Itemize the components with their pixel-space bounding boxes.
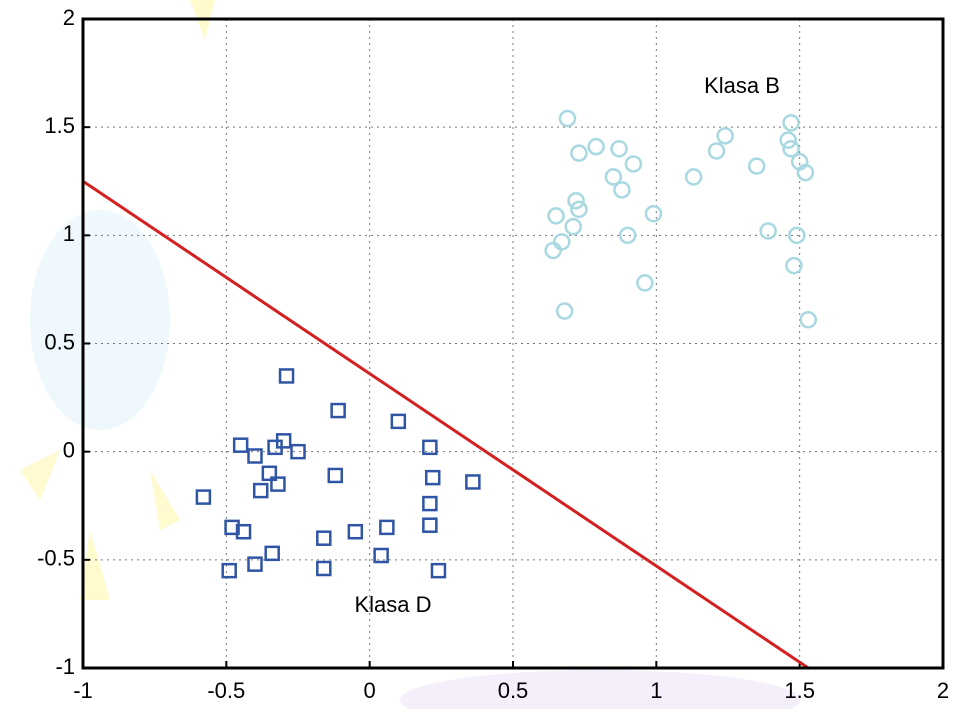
point — [759, 222, 777, 240]
y-tick-label: 2 — [63, 5, 75, 30]
point — [796, 163, 815, 182]
point — [552, 233, 571, 251]
point — [644, 204, 663, 223]
point — [379, 519, 395, 536]
point — [430, 562, 447, 579]
point — [316, 560, 332, 577]
y-tick-label: -0.5 — [37, 546, 75, 571]
annotation: Klasa D — [354, 592, 431, 617]
point — [247, 448, 263, 464]
point — [465, 474, 481, 490]
point — [799, 310, 818, 329]
point — [275, 433, 292, 449]
y-tick-label: 1 — [63, 221, 75, 246]
x-tick-label: -1 — [73, 678, 93, 703]
background-decoration — [20, 0, 800, 714]
point — [252, 482, 269, 499]
point — [570, 200, 588, 219]
point — [422, 439, 438, 456]
decision-line — [82, 180, 810, 670]
point — [422, 517, 438, 533]
point — [232, 437, 249, 453]
point — [224, 519, 240, 536]
point — [782, 140, 800, 158]
point — [779, 131, 797, 149]
point — [547, 207, 565, 225]
point — [424, 469, 441, 486]
point — [747, 157, 766, 175]
point — [373, 547, 389, 564]
point — [613, 181, 631, 199]
x-tick-label: 2 — [937, 678, 949, 703]
point — [195, 489, 212, 505]
point — [390, 413, 407, 430]
point — [610, 140, 628, 158]
x-tick-label: 1.5 — [784, 678, 815, 703]
point — [544, 241, 562, 260]
point — [636, 274, 654, 292]
point — [261, 465, 278, 482]
x-tick-label: 1 — [650, 678, 662, 703]
plot-border — [81, 17, 945, 670]
point — [558, 109, 577, 128]
point — [270, 476, 286, 492]
annotation: Klasa B — [704, 73, 780, 98]
point — [570, 144, 588, 162]
point — [278, 368, 295, 384]
point — [247, 556, 263, 572]
point — [347, 523, 364, 540]
point — [618, 226, 637, 245]
point — [707, 142, 726, 160]
point — [330, 402, 346, 419]
x-tick-label: 0 — [364, 678, 376, 703]
y-tick-label: 0.5 — [44, 329, 75, 354]
x-tick-label: 0.5 — [498, 678, 529, 703]
point — [567, 191, 585, 210]
point — [788, 226, 806, 245]
point — [290, 443, 306, 460]
x-tick-label: -0.5 — [207, 678, 245, 703]
point — [316, 530, 332, 546]
point — [604, 168, 623, 186]
point — [624, 155, 643, 173]
point — [264, 545, 280, 562]
point — [327, 467, 344, 484]
point — [564, 217, 582, 236]
y-tick-label: 1.5 — [44, 113, 75, 138]
point — [587, 137, 605, 156]
point — [785, 256, 803, 275]
point — [221, 562, 237, 579]
y-tick-label: 0 — [63, 437, 75, 462]
y-tick-label: -1 — [55, 654, 75, 679]
point — [235, 523, 252, 540]
point — [782, 114, 800, 132]
point — [555, 302, 574, 320]
point — [716, 127, 734, 145]
point — [684, 168, 703, 186]
point — [422, 495, 438, 512]
